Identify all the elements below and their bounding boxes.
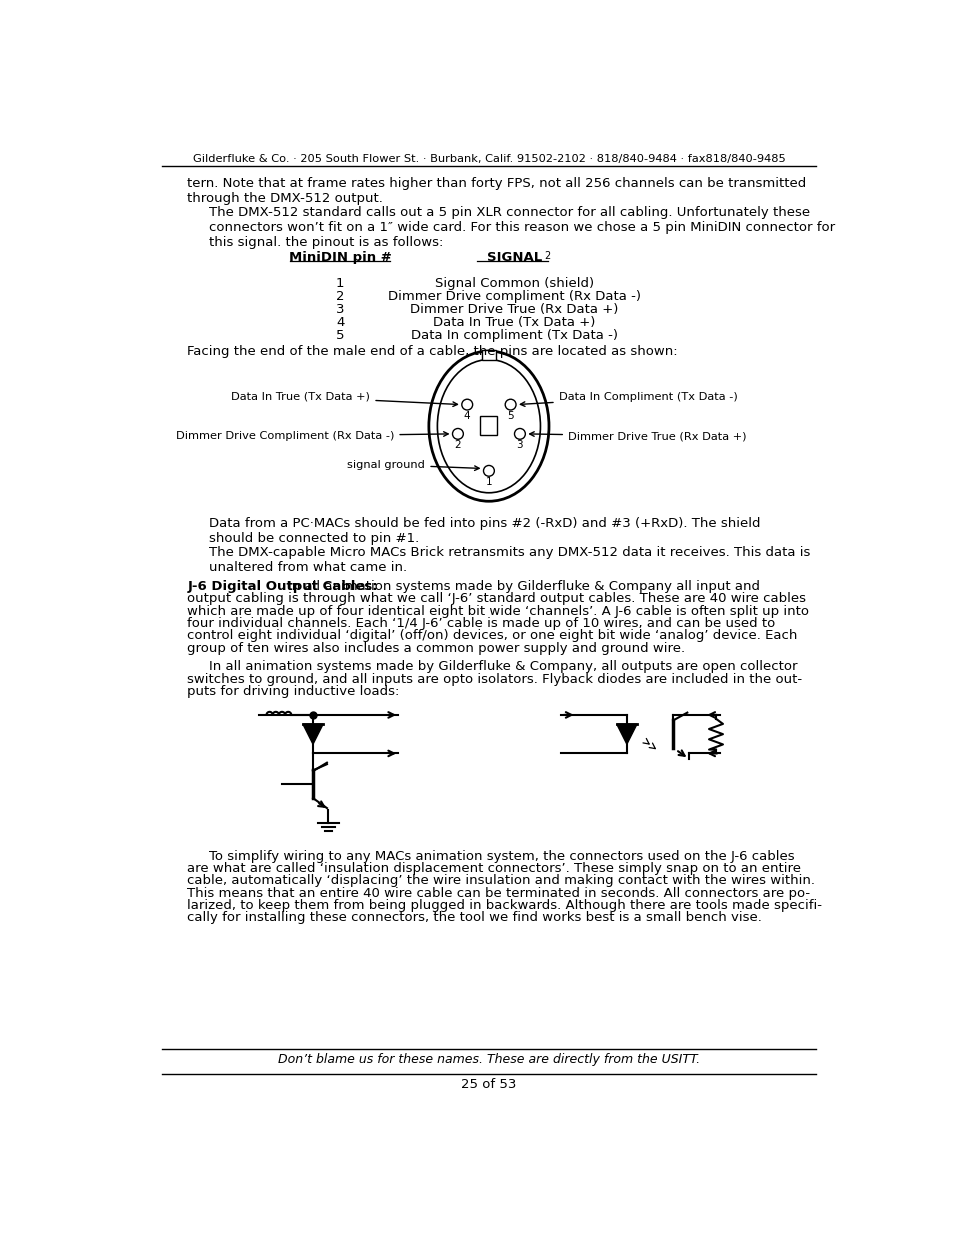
Text: cable, automatically ‘displacing’ the wire insulation and making contact with th: cable, automatically ‘displacing’ the wi… xyxy=(187,874,815,887)
Text: control eight individual ‘digital’ (off/on) devices, or one eight bit wide ‘anal: control eight individual ‘digital’ (off/… xyxy=(187,630,797,642)
Text: 1: 1 xyxy=(485,477,492,487)
Text: MiniDIN pin #: MiniDIN pin # xyxy=(289,251,391,263)
Text: output cabling is through what we call ‘J-6’ standard output cables. These are 4: output cabling is through what we call ‘… xyxy=(187,593,805,605)
Text: cally for installing these connectors, the tool we find works best is a small be: cally for installing these connectors, t… xyxy=(187,911,761,924)
Text: To simplify wiring to any MACs animation system, the connectors used on the J-6 : To simplify wiring to any MACs animation… xyxy=(209,850,794,863)
Text: 3: 3 xyxy=(517,440,522,450)
Text: 5: 5 xyxy=(335,330,344,342)
Text: J-6 Digital Output Cables:: J-6 Digital Output Cables: xyxy=(187,580,377,593)
Text: In all animation systems made by Gilderfluke & Company all input and: In all animation systems made by Gilderf… xyxy=(288,580,760,593)
Text: 25 of 53: 25 of 53 xyxy=(460,1078,517,1091)
Text: 5: 5 xyxy=(507,411,514,421)
Polygon shape xyxy=(303,724,323,745)
Text: 4: 4 xyxy=(463,411,470,421)
Text: which are made up of four identical eight bit wide ‘channels’. A J-6 cable is of: which are made up of four identical eigh… xyxy=(187,605,808,618)
Text: Data In True (Tx Data +): Data In True (Tx Data +) xyxy=(232,391,457,406)
Text: Dimmer Drive Compliment (Rx Data -): Dimmer Drive Compliment (Rx Data -) xyxy=(175,431,448,441)
Text: 2: 2 xyxy=(455,440,460,450)
Text: 3: 3 xyxy=(335,303,344,316)
Text: group of ten wires also includes a common power supply and ground wire.: group of ten wires also includes a commo… xyxy=(187,642,685,655)
Text: Data In Compliment (Tx Data -): Data In Compliment (Tx Data -) xyxy=(519,391,737,406)
Text: Dimmer Drive True (Rx Data +): Dimmer Drive True (Rx Data +) xyxy=(529,431,745,441)
Text: Dimmer Drive compliment (Rx Data -): Dimmer Drive compliment (Rx Data -) xyxy=(388,290,640,303)
Text: 1: 1 xyxy=(335,277,344,290)
Text: 2: 2 xyxy=(335,290,344,303)
Text: tern. Note that at frame rates higher than forty FPS, not all 256 channels can b: tern. Note that at frame rates higher th… xyxy=(187,177,806,205)
Text: Data In True (Tx Data +): Data In True (Tx Data +) xyxy=(433,316,595,329)
Text: The DMX-capable Micro MACs Brick retransmits any DMX-512 data it receives. This : The DMX-capable Micro MACs Brick retrans… xyxy=(209,546,810,574)
Text: 2: 2 xyxy=(543,252,550,262)
Text: puts for driving inductive loads:: puts for driving inductive loads: xyxy=(187,685,399,698)
Text: Signal Common (shield): Signal Common (shield) xyxy=(435,277,594,290)
Text: Dimmer Drive True (Rx Data +): Dimmer Drive True (Rx Data +) xyxy=(410,303,618,316)
Text: 4: 4 xyxy=(335,316,344,329)
FancyBboxPatch shape xyxy=(481,350,496,359)
Text: signal ground: signal ground xyxy=(347,459,478,471)
Text: Gilderfluke & Co. · 205 South Flower St. · Burbank, Calif. 91502-2102 · 818/840-: Gilderfluke & Co. · 205 South Flower St.… xyxy=(193,153,784,163)
Text: Don’t blame us for these names. These are directly from the USITT.: Don’t blame us for these names. These ar… xyxy=(277,1053,700,1066)
Text: are what are called ‘insulation displacement connectors’. These simply snap on t: are what are called ‘insulation displace… xyxy=(187,862,801,874)
Polygon shape xyxy=(617,724,637,745)
Text: This means that an entire 40 wire cable can be terminated in seconds. All connec: This means that an entire 40 wire cable … xyxy=(187,887,810,899)
Text: Data In compliment (Tx Data -): Data In compliment (Tx Data -) xyxy=(411,330,618,342)
FancyBboxPatch shape xyxy=(480,416,497,436)
Text: Facing the end of the male end of a cable, the pins are located as shown:: Facing the end of the male end of a cabl… xyxy=(187,345,678,358)
Text: larized, to keep them from being plugged in backwards. Although there are tools : larized, to keep them from being plugged… xyxy=(187,899,821,911)
Text: The DMX-512 standard calls out a 5 pin XLR connector for all cabling. Unfortunat: The DMX-512 standard calls out a 5 pin X… xyxy=(209,206,835,249)
Text: switches to ground, and all inputs are opto isolators. Flyback diodes are includ: switches to ground, and all inputs are o… xyxy=(187,673,801,685)
Text: In all animation systems made by Gilderfluke & Company, all outputs are open col: In all animation systems made by Gilderf… xyxy=(209,661,797,673)
Text: four individual channels. Each ‘1/4 J-6’ cable is made up of 10 wires, and can b: four individual channels. Each ‘1/4 J-6’… xyxy=(187,618,775,630)
Text: SIGNAL: SIGNAL xyxy=(486,251,541,263)
Text: Data from a PC·MACs should be fed into pins #2 (-RxD) and #3 (+RxD). The shield
: Data from a PC·MACs should be fed into p… xyxy=(209,517,760,545)
